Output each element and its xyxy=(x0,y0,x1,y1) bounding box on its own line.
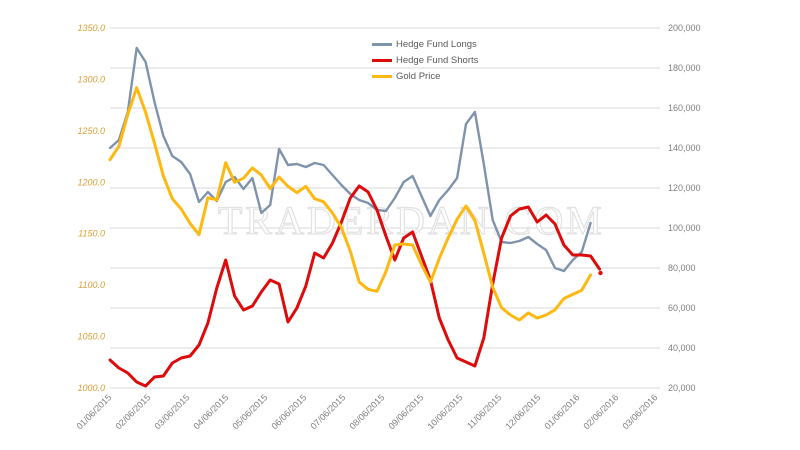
right-axis-tick: 20,000 xyxy=(668,383,696,393)
right-axis-tick: 200,000 xyxy=(668,23,701,33)
legend: Hedge Fund Longs Hedge Fund Shorts Gold … xyxy=(372,39,478,82)
right-axis-tick: 60,000 xyxy=(668,303,696,313)
watermark-text: TRADERDAN.COM xyxy=(218,198,605,243)
x-axis-tick: 01/06/2016 xyxy=(542,392,581,431)
legend-label-gold: Gold Price xyxy=(396,71,441,82)
x-axis-tick-labels: 01/06/2015 02/06/2015 03/06/2015 04/06/2015… xyxy=(74,392,659,431)
series-line-hedge-fund-longs xyxy=(108,46,592,273)
right-axis-tick: 180,000 xyxy=(668,63,701,73)
x-axis-tick: 09/06/2015 xyxy=(386,392,425,431)
legend-item-hedge-fund-longs[interactable]: Hedge Fund Longs xyxy=(372,39,478,50)
left-axis-tick: 1100.0 xyxy=(78,280,105,290)
x-axis-tick: 08/06/2015 xyxy=(347,392,386,431)
left-axis-tick: 1050.0 xyxy=(77,332,105,342)
x-axis-tick: 10/06/2015 xyxy=(425,392,464,431)
left-axis-tick: 1200.0 xyxy=(77,177,105,187)
series-lines xyxy=(108,46,603,388)
right-axis-tick-labels: 200,000 180,000 160,000 140,000 120,000 100,0… xyxy=(668,23,701,393)
legend-swatch-shorts xyxy=(372,59,392,62)
left-axis-tick: 1350.0 xyxy=(77,23,105,33)
series-line-gold-price xyxy=(108,86,593,322)
x-axis-tick: 03/06/2016 xyxy=(620,392,659,431)
x-axis-tick: 01/06/2015 xyxy=(74,392,113,431)
x-axis-tick: 07/06/2015 xyxy=(308,392,347,431)
x-axis-tick: 05/06/2015 xyxy=(230,392,269,431)
legend-item-hedge-fund-shorts[interactable]: Hedge Fund Shorts xyxy=(372,55,478,66)
legend-swatch-gold xyxy=(372,75,392,78)
right-axis-tick: 160,000 xyxy=(668,103,701,113)
legend-item-gold-price[interactable]: Gold Price xyxy=(372,71,478,82)
left-axis-tick: 1250.0 xyxy=(77,126,105,136)
x-axis-tick: 12/06/2015 xyxy=(503,392,542,431)
legend-label-longs: Hedge Fund Longs xyxy=(396,39,477,50)
x-axis-tick: 04/06/2015 xyxy=(191,392,230,431)
x-axis-tick: 11/06/2015 xyxy=(465,392,503,430)
x-axis-tick: 02/06/2015 xyxy=(113,392,152,431)
x-axis-tick: 02/06/2016 xyxy=(581,392,620,431)
x-axis-tick: 03/06/2015 xyxy=(152,392,191,431)
legend-swatch-longs xyxy=(372,43,392,46)
left-axis-tick-labels: 1350.0 1300.0 1250.0 1200.0 1150.0 1100.0 1050… xyxy=(77,23,105,393)
x-axis-tick: 06/06/2015 xyxy=(269,392,308,431)
legend-label-shorts: Hedge Fund Shorts xyxy=(396,55,479,66)
left-axis-tick: 1300.0 xyxy=(77,74,105,84)
series-line-hedge-fund-shorts xyxy=(108,184,601,388)
right-axis-tick: 40,000 xyxy=(668,343,696,353)
right-axis-tick: 140,000 xyxy=(668,143,701,153)
right-axis-tick: 80,000 xyxy=(668,263,696,273)
left-axis-tick: 1000.0 xyxy=(77,383,105,393)
right-axis-tick: 120,000 xyxy=(668,183,701,193)
series-end-marker xyxy=(598,270,603,276)
right-axis-tick: 100,000 xyxy=(668,223,701,233)
left-axis-tick: 1150.0 xyxy=(78,229,105,239)
